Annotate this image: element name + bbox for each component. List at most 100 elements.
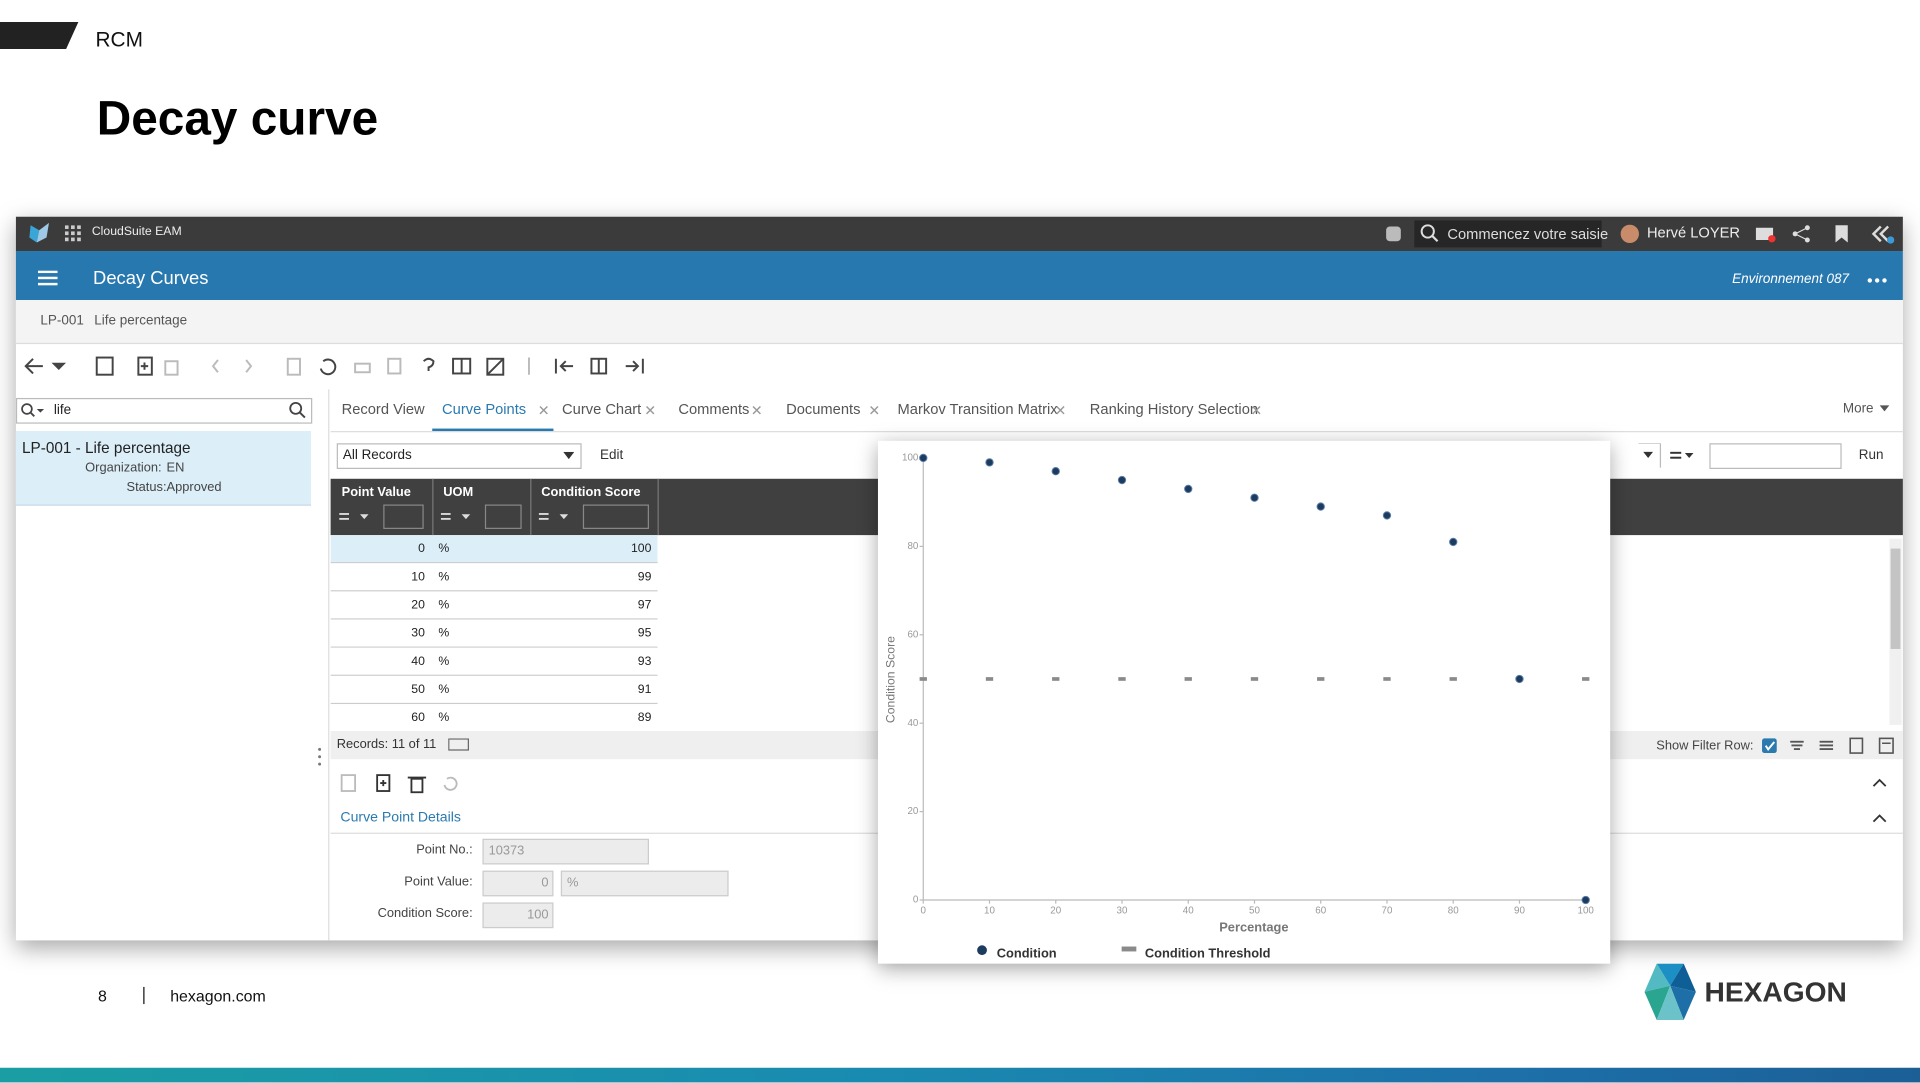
filter-operator[interactable]: [440, 512, 475, 524]
condition-score-value: 100: [527, 907, 549, 923]
drag-handle[interactable]: [317, 747, 322, 767]
data-point: [1250, 493, 1259, 502]
details-title[interactable]: Curve Point Details: [340, 810, 461, 826]
filter-operators[interactable]: [1638, 443, 1699, 468]
list-search-icon[interactable]: [289, 401, 306, 419]
pane-divider: [328, 389, 330, 941]
tab[interactable]: Ranking History Selection: [1089, 400, 1259, 418]
filter-input[interactable]: [1709, 443, 1842, 469]
footer-site: hexagon.com: [170, 986, 266, 1006]
legend-label: Condition: [997, 945, 1057, 960]
cell-condition-score: 91: [637, 683, 652, 697]
list-search-options[interactable]: [21, 403, 48, 418]
filter-select[interactable]: [336, 443, 582, 469]
column-divider: [530, 478, 532, 536]
list-item[interactable]: [15, 431, 312, 506]
table-row[interactable]: [330, 563, 658, 592]
page-number: 8: [97, 986, 107, 1006]
record-name: Life percentage: [94, 313, 188, 329]
x-axis-title: Percentage: [1219, 920, 1288, 935]
collapse-icons[interactable]: [1872, 776, 1887, 825]
section-label: RCM: [95, 28, 143, 52]
x-tick-label: 70: [1382, 906, 1393, 917]
filter-operator[interactable]: [339, 512, 373, 524]
edit-button[interactable]: Edit: [600, 448, 624, 463]
more-tab[interactable]: More: [1842, 401, 1874, 417]
filter-operator[interactable]: [538, 512, 573, 524]
threshold-point: [1582, 677, 1590, 681]
table-row[interactable]: [330, 619, 658, 648]
scrollbar[interactable]: [1889, 538, 1902, 725]
tab-close[interactable]: [752, 405, 762, 415]
cell-uom: %: [438, 711, 450, 725]
tab[interactable]: Comments: [678, 400, 750, 418]
status-value: Approved: [166, 480, 222, 495]
data-point: [1515, 674, 1524, 684]
detail-toolbar[interactable]: [339, 773, 461, 795]
tab-close[interactable]: [645, 405, 655, 415]
breadcrumb-bar: [15, 300, 1903, 345]
threshold-point: [1383, 677, 1391, 681]
logo-mark: [1644, 963, 1696, 1021]
user-name[interactable]: Hervé LOYER: [1646, 224, 1741, 242]
cell-condition-score: 89: [637, 711, 652, 725]
tab-close[interactable]: [1251, 405, 1261, 415]
data-point: [1382, 511, 1392, 520]
tab[interactable]: Record View: [341, 400, 425, 418]
tab[interactable]: Markov Transition Matrix: [897, 400, 1058, 418]
x-tick-label: 90: [1514, 906, 1525, 917]
apps-icon[interactable]: [64, 225, 82, 242]
footer-separator: [143, 986, 145, 1005]
y-tick-label: 40: [907, 718, 918, 729]
org-label: Organization:: [85, 460, 162, 476]
point-no-value: 10373: [488, 843, 525, 859]
filter-value: All Records: [342, 448, 412, 463]
table-row[interactable]: [330, 647, 658, 676]
list-search-box[interactable]: [15, 397, 313, 424]
point-value-field[interactable]: [482, 870, 554, 897]
threshold-point: [1184, 677, 1192, 681]
record-code: LP-001: [40, 313, 84, 329]
tab[interactable]: Curve Points: [442, 400, 527, 418]
column-filter[interactable]: [484, 504, 522, 529]
cell-condition-score: 99: [637, 570, 652, 585]
uom-field[interactable]: [560, 870, 729, 897]
more-menu[interactable]: [1866, 277, 1888, 284]
tab-close[interactable]: [539, 405, 549, 415]
y-axis-title: Condition Score: [884, 636, 898, 723]
y-tick-label: 20: [907, 806, 918, 817]
column-header: Point Value: [341, 484, 411, 500]
point-value-label: Point Value:: [404, 874, 473, 889]
column-divider: [657, 478, 659, 536]
records-icon[interactable]: [448, 738, 470, 751]
table-row[interactable]: [330, 704, 658, 732]
tab-close[interactable]: [869, 405, 879, 415]
threshold-point: [919, 677, 927, 681]
tab-close[interactable]: [1056, 405, 1066, 415]
top-bar-icons[interactable]: [1753, 223, 1900, 245]
tab-bar-border: [330, 431, 1903, 433]
threshold-point: [1052, 677, 1060, 681]
column-filter[interactable]: [582, 504, 649, 529]
toolbar[interactable]: [22, 354, 649, 378]
records-tools[interactable]: [1761, 736, 1901, 756]
column-filter[interactable]: [383, 504, 424, 529]
menu-icon[interactable]: [37, 270, 58, 287]
column-header: UOM: [443, 484, 474, 500]
section-marker: [0, 22, 79, 49]
tab[interactable]: Documents: [786, 400, 861, 418]
list-search-text: life: [53, 402, 72, 418]
point-no-field[interactable]: [482, 838, 649, 865]
avatar[interactable]: [1620, 224, 1640, 244]
global-search[interactable]: [1414, 220, 1602, 248]
run-button[interactable]: Run: [1858, 448, 1884, 463]
tab[interactable]: Curve Chart: [562, 400, 642, 418]
condition-score-field[interactable]: [482, 902, 554, 929]
table-row[interactable]: [330, 591, 658, 620]
screen-header: [15, 251, 1903, 301]
threshold-point: [1118, 677, 1126, 681]
y-tick-label: 0: [913, 895, 919, 906]
table-row[interactable]: [330, 535, 658, 564]
table-row[interactable]: [330, 675, 658, 705]
